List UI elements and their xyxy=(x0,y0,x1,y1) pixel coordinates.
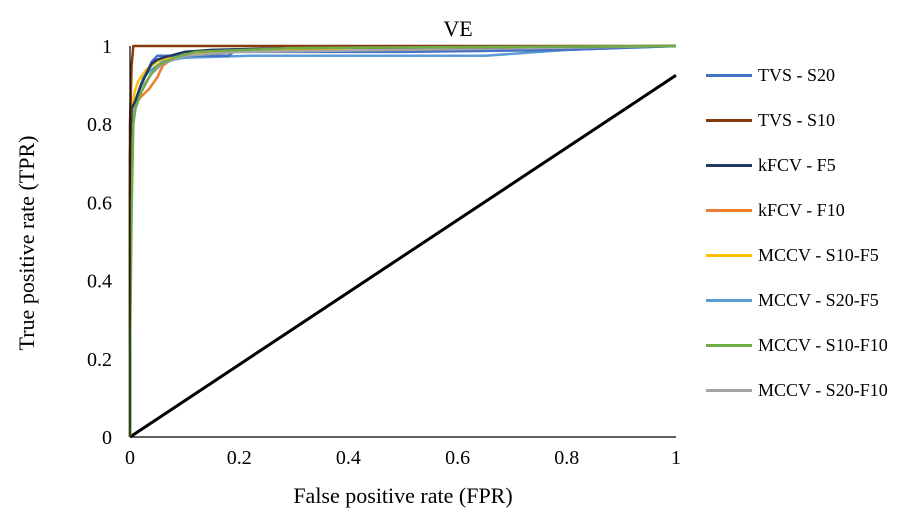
legend-swatch xyxy=(706,298,752,302)
legend-label: TVS - S10 xyxy=(758,109,836,130)
series-line-mccv-s10-f10 xyxy=(128,44,677,437)
legend-label: kFCV - F10 xyxy=(758,199,845,220)
series-line-kfcv-f10 xyxy=(128,44,677,437)
legend-item: kFCV - F5 xyxy=(706,152,836,178)
x-axis-label: False positive rate (FPR) xyxy=(293,483,512,508)
y-tick-label: 1 xyxy=(102,36,112,58)
series-line-tvs-s10 xyxy=(128,44,676,437)
legend-item: TVS - S10 xyxy=(706,107,835,133)
legend-item: MCCV - S10-F10 xyxy=(706,332,888,358)
x-tick-label: 0 xyxy=(125,447,135,469)
x-tick-label: 0.2 xyxy=(227,447,252,469)
legend-swatch xyxy=(706,73,752,77)
y-axis-ticks: 0 0.2 0.4 0.6 0.8 1 xyxy=(87,36,112,449)
legend-swatch xyxy=(706,118,752,122)
legend-swatch xyxy=(706,253,752,257)
y-tick-label: 0 xyxy=(102,427,112,449)
x-tick-label: 0.8 xyxy=(554,447,579,469)
series-line-kfcv-f5 xyxy=(128,44,677,437)
series-line-mccv-s10-f5 xyxy=(128,44,677,437)
y-tick-label: 0.4 xyxy=(87,271,112,293)
legend-label: TVS - S20 xyxy=(758,64,836,85)
legend-label: kFCV - F5 xyxy=(758,154,836,175)
legend-label: MCCV - S10-F10 xyxy=(758,334,888,355)
legend-label: MCCV - S10-F5 xyxy=(758,244,879,265)
legend-item: MCCV - S10-F5 xyxy=(706,242,879,268)
plot-area xyxy=(128,44,677,439)
legend-item: MCCV - S20-F5 xyxy=(706,287,879,313)
legend-swatch xyxy=(706,343,752,347)
x-tick-label: 0.4 xyxy=(336,447,361,469)
reference-diagonal-line xyxy=(129,74,677,439)
y-axis-label: True positive rate (TPR) xyxy=(14,136,39,351)
series-line-tvs-s20 xyxy=(128,44,677,437)
series-line-mccv-s20-f10 xyxy=(128,44,677,437)
y-tick-label: 0.8 xyxy=(87,114,112,136)
legend-label: MCCV - S20-F5 xyxy=(758,289,879,310)
y-tick-label: 0.6 xyxy=(87,192,112,214)
legend-item: kFCV - F10 xyxy=(706,197,845,223)
legend-item: MCCV - S20-F10 xyxy=(706,377,888,403)
legend-swatch xyxy=(706,208,752,212)
x-tick-label: 1 xyxy=(671,447,681,469)
y-tick-label: 0.2 xyxy=(87,349,112,371)
series-line-mccv-s20-f5 xyxy=(128,44,677,437)
x-tick-label: 0.6 xyxy=(445,447,470,469)
legend-label: MCCV - S20-F10 xyxy=(758,379,888,400)
x-axis-ticks: 0 0.2 0.4 0.6 0.8 1 xyxy=(125,447,681,469)
legend-item: TVS - S20 xyxy=(706,62,835,88)
legend-swatch xyxy=(706,388,752,392)
chart-title: VE xyxy=(443,16,472,41)
legend-swatch xyxy=(706,163,752,167)
